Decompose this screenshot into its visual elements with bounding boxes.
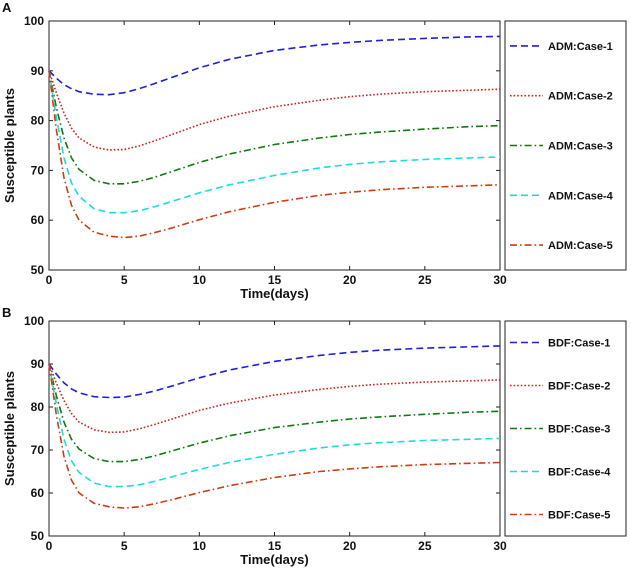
y-axis-label: Susceptible plants	[2, 88, 17, 203]
y-tick-label: 90	[31, 357, 45, 371]
legend-label-case-2: BDF:Case-2	[548, 381, 610, 393]
panel-label: B	[2, 305, 11, 320]
y-tick-label: 50	[31, 263, 45, 277]
y-tick-label: 50	[31, 529, 45, 543]
y-tick-label: 60	[31, 486, 45, 500]
x-tick-label: 10	[193, 539, 207, 553]
series-line-case-3	[48, 70, 501, 185]
legend-label-case-4: BDF:Case-4	[548, 467, 611, 479]
x-tick-label: 30	[493, 539, 507, 553]
series-line-case-1	[48, 35, 501, 96]
x-axis-label: Time(days)	[240, 286, 308, 301]
x-tick-label: 25	[418, 273, 432, 287]
y-tick-label: 70	[31, 443, 45, 457]
panel-label: A	[2, 0, 12, 15]
y-tick-label: 70	[31, 163, 45, 177]
x-axis-label: Time(days)	[240, 552, 308, 567]
series-line-case-1	[48, 345, 501, 399]
legend-label-case-4: ADM:Case-4	[548, 190, 614, 202]
x-tick-label: 5	[121, 539, 128, 553]
x-tick-label: 15	[268, 539, 282, 553]
x-tick-label: 10	[193, 273, 207, 287]
x-tick-label: 5	[121, 273, 128, 287]
legend-label-case-1: BDF:Case-1	[548, 338, 610, 350]
plot-area-frame	[48, 20, 501, 271]
plot-area-frame	[48, 320, 501, 537]
x-tick-label: 25	[418, 539, 432, 553]
panel-a: A 0 5 10 15 20 25 30 50 60 70 80 90 100 Time(days) Susc…	[2, 0, 627, 301]
x-tick-label: 30	[493, 273, 507, 287]
x-tick-label: 0	[46, 539, 53, 553]
y-tick-label: 100	[24, 14, 44, 28]
legend-label-case-5: BDF:Case-5	[548, 510, 610, 522]
x-tick-label: 20	[343, 273, 357, 287]
x-tick-label: 20	[343, 539, 357, 553]
series-line-case-5	[48, 70, 501, 239]
legend-label-case-1: ADM:Case-1	[548, 41, 613, 53]
legend-label-case-3: ADM:Case-3	[548, 141, 613, 153]
series-line-case-5	[48, 363, 501, 509]
x-tick-label: 15	[268, 273, 282, 287]
y-tick-label: 80	[31, 400, 45, 414]
y-tick-label: 90	[31, 64, 45, 78]
panel-b: B 0 5 10 15 20 25 30 50 60 70 80 90 100 Time(days) Susc…	[2, 305, 627, 567]
y-tick-label: 60	[31, 213, 45, 227]
y-tick-label: 100	[24, 314, 44, 328]
legend-label-case-2: ADM:Case-2	[548, 91, 613, 103]
series-line-case-4	[48, 363, 501, 488]
series-line-case-3	[48, 363, 501, 463]
series-line-case-2	[48, 363, 501, 434]
legend-label-case-5: ADM:Case-5	[548, 240, 613, 252]
y-axis-label: Susceptible plants	[2, 371, 17, 486]
series-line-case-2	[48, 70, 501, 151]
x-tick-label: 0	[46, 273, 53, 287]
legend-label-case-3: BDF:Case-3	[548, 424, 610, 436]
series-line-case-4	[48, 70, 501, 214]
y-tick-label: 80	[31, 114, 45, 128]
